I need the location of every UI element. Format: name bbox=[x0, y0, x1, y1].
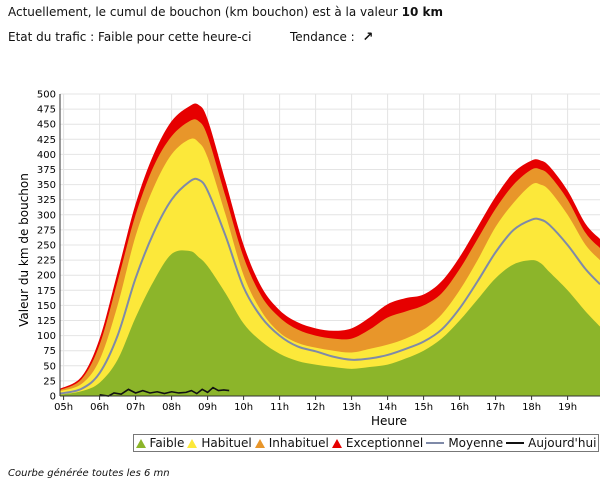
legend-label: Aujourd'hui bbox=[528, 436, 597, 450]
legend-swatch bbox=[506, 442, 525, 444]
legend-item: Aujourd'hui bbox=[506, 436, 596, 450]
line-moyenne bbox=[59, 177, 600, 395]
y-tick-label: 350 bbox=[37, 180, 56, 191]
legend-swatch bbox=[187, 438, 198, 448]
legend-item: Habituel bbox=[187, 436, 252, 450]
x-tick-label: 11h bbox=[270, 402, 289, 413]
arrow-up-right-icon: ↗ bbox=[362, 30, 374, 45]
legend-swatch bbox=[135, 438, 146, 448]
y-tick-label: 275 bbox=[37, 225, 56, 236]
x-tick-label: 17h bbox=[486, 402, 505, 413]
y-tick-label: 175 bbox=[37, 286, 56, 297]
legend-label: Habituel bbox=[201, 436, 252, 450]
current-value: 10 km bbox=[401, 5, 443, 19]
legend-label: Faible bbox=[149, 436, 185, 450]
x-tick-label: 18h bbox=[522, 402, 541, 413]
x-tick-label: 12h bbox=[306, 402, 325, 413]
y-tick-label: 25 bbox=[43, 376, 56, 387]
x-tick-label: 13h bbox=[342, 402, 361, 413]
y-tick-label: 400 bbox=[37, 150, 56, 161]
chart-legend: Faible Habituel Inhabituel Exceptionnel Moye… bbox=[133, 434, 599, 452]
legend-label: Moyenne bbox=[448, 436, 504, 450]
x-tick-label: 10h bbox=[234, 402, 253, 413]
y-tick-label: 300 bbox=[37, 210, 56, 221]
line-aujourdhui bbox=[99, 386, 230, 397]
x-axis-label: Heure bbox=[371, 414, 407, 428]
y-tick-label: 325 bbox=[37, 195, 56, 206]
chart-areas bbox=[60, 103, 600, 397]
trend-label: Tendance : bbox=[290, 30, 355, 44]
x-tick-label: 06h bbox=[90, 402, 109, 413]
y-tick-label: 50 bbox=[43, 361, 56, 372]
legend-swatch bbox=[331, 438, 342, 448]
y-tick-label: 250 bbox=[37, 241, 56, 252]
y-tick-label: 75 bbox=[43, 346, 56, 357]
x-tick-label: 14h bbox=[378, 402, 397, 413]
y-tick-label: 225 bbox=[37, 256, 56, 267]
x-tick-label: 08h bbox=[162, 402, 181, 413]
y-tick-label: 450 bbox=[37, 120, 56, 131]
x-tick-label: 05h bbox=[54, 402, 73, 413]
legend-swatch bbox=[426, 442, 445, 444]
chart-lines bbox=[59, 177, 600, 397]
y-tick-label: 475 bbox=[37, 105, 56, 116]
area-faible bbox=[60, 250, 600, 396]
traffic-chart: 0 25 50 75 100 125 150 175 200 225 250 275 300 325 350… bbox=[17, 90, 600, 428]
y-tick-label: 100 bbox=[37, 331, 56, 342]
y-axis-label: Valeur du km de bouchon bbox=[17, 173, 31, 327]
x-tick-label: 19h bbox=[558, 402, 577, 413]
x-tick-label: 15h bbox=[414, 402, 433, 413]
y-tick-label: 500 bbox=[37, 90, 56, 101]
footer-note: Courbe générée toutes les 6 mn bbox=[8, 468, 170, 479]
y-tick-label: 125 bbox=[37, 316, 56, 327]
legend-label: Exceptionnel bbox=[345, 436, 424, 450]
legend-item: Exceptionnel bbox=[331, 436, 424, 450]
y-tick-label: 0 bbox=[50, 392, 56, 403]
legend-item: Moyenne bbox=[426, 436, 503, 450]
legend-item: Inhabituel bbox=[254, 436, 329, 450]
traffic-status: Etat du trafic : Faible pour cette heure… bbox=[8, 30, 252, 44]
current-value-prefix: Actuellement, le cumul de bouchon (km bo… bbox=[8, 5, 398, 19]
legend-label: Inhabituel bbox=[268, 436, 329, 450]
y-tick-label: 200 bbox=[37, 271, 56, 282]
y-tick-label: 150 bbox=[37, 301, 56, 312]
y-tick-label: 375 bbox=[37, 165, 56, 176]
legend-item: Faible bbox=[135, 436, 185, 450]
chart-axes: 0 25 50 75 100 125 150 175 200 225 250 275 300 325 350… bbox=[37, 90, 600, 413]
x-tick-label: 09h bbox=[198, 402, 217, 413]
x-tick-label: 16h bbox=[450, 402, 469, 413]
trend-indicator: Tendance : ↗ bbox=[290, 30, 373, 45]
legend-swatch bbox=[254, 438, 265, 448]
current-value-line: Actuellement, le cumul de bouchon (km bo… bbox=[8, 5, 443, 19]
y-tick-label: 425 bbox=[37, 135, 56, 146]
x-tick-label: 07h bbox=[126, 402, 145, 413]
